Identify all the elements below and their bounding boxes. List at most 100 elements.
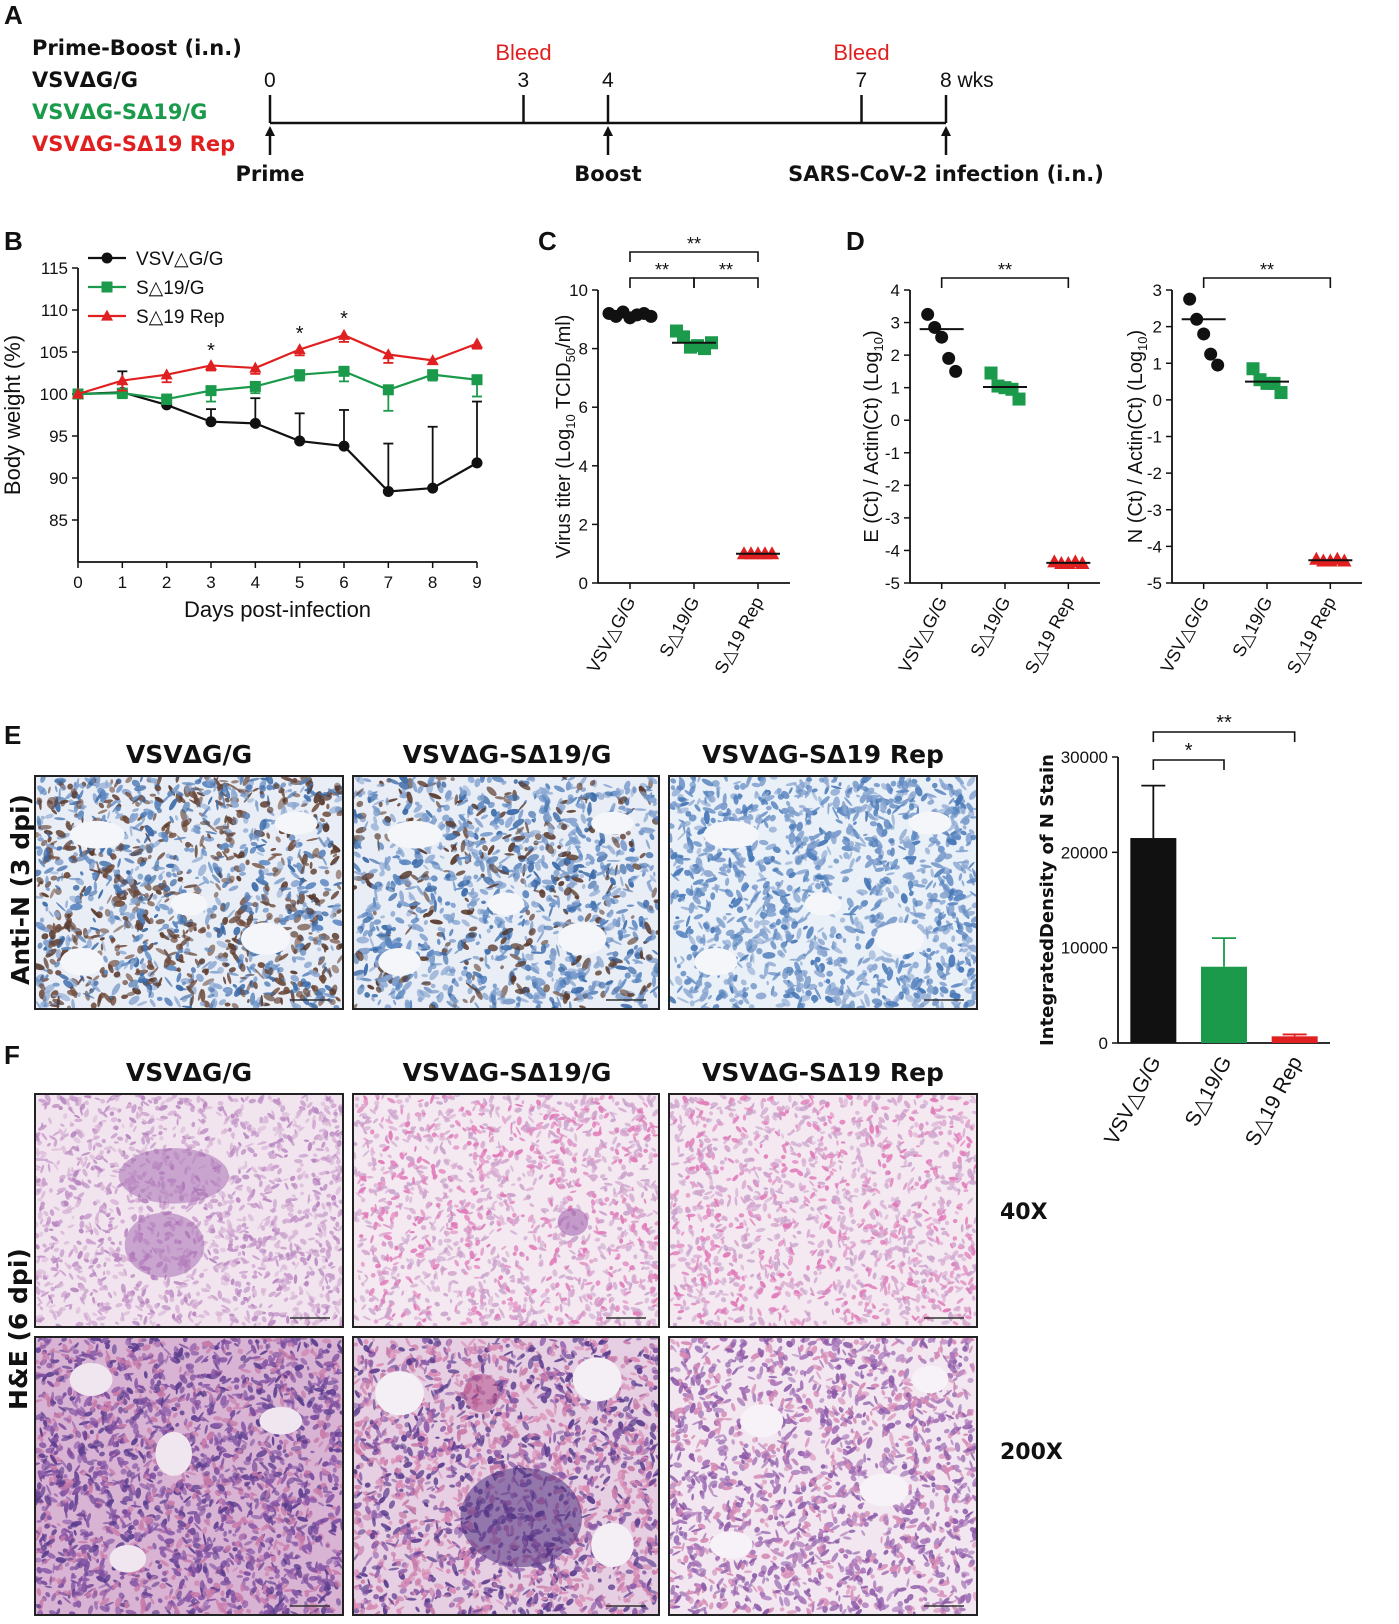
tissue-fiber — [410, 777, 418, 783]
tissue-fiber — [945, 920, 954, 930]
tissue-fiber — [47, 797, 56, 804]
tissue-fiber — [833, 960, 840, 967]
tissue-fiber — [186, 814, 191, 823]
tissue-fiber — [92, 793, 99, 805]
tissue-fiber — [838, 782, 842, 787]
tissue-fiber — [580, 834, 587, 839]
tissue-fiber — [504, 817, 513, 828]
tissue-fiber — [397, 802, 401, 807]
tissue-fiber — [525, 909, 531, 916]
tissue-fiber — [63, 871, 71, 879]
tissue-fiber — [164, 976, 173, 988]
tissue-fiber — [965, 832, 973, 845]
tissue-fiber — [330, 842, 341, 852]
tissue-fiber — [479, 957, 484, 962]
tissue-fiber — [848, 906, 852, 911]
tissue-fiber — [246, 1186, 252, 1194]
tissue-fiber — [37, 837, 44, 842]
data-point — [205, 385, 217, 397]
tissue-fiber — [161, 828, 166, 832]
tissue-fiber — [686, 848, 694, 854]
tissue-fiber — [926, 957, 929, 967]
tissue-fiber — [39, 892, 45, 897]
y-axis-label: Body weight (%) — [0, 335, 25, 495]
tissue-fiber — [106, 1149, 111, 1154]
tissue-fiber — [359, 977, 372, 982]
tissue-fiber — [697, 826, 708, 835]
tissue-fiber — [788, 787, 793, 794]
tissue-fiber — [297, 848, 301, 859]
data-point — [677, 330, 690, 344]
tissue-fiber — [625, 787, 631, 795]
tissue-fiber — [127, 921, 134, 930]
tissue-fiber — [494, 932, 504, 942]
tissue-fiber — [571, 987, 577, 993]
tissue-fiber — [467, 777, 475, 784]
tissue-fiber — [45, 906, 49, 912]
tissue-fiber — [694, 804, 701, 812]
tissue-fiber — [98, 889, 104, 899]
tissue-fiber — [842, 913, 857, 916]
tissue-fiber — [673, 919, 685, 925]
tissue-fiber — [830, 830, 842, 839]
tissue-fiber — [427, 965, 433, 974]
tissue-fiber — [261, 838, 268, 844]
tissue-fiber — [877, 848, 885, 857]
tissue-fiber — [128, 900, 142, 906]
tissue-fiber — [456, 855, 463, 866]
tissue-fiber — [339, 1316, 342, 1323]
tissue-fiber — [968, 807, 976, 811]
tissue-fiber — [750, 982, 758, 990]
tissue-fiber — [639, 829, 645, 835]
tissue-fiber — [808, 882, 815, 887]
tissue-fiber — [851, 990, 865, 997]
tissue-fiber — [313, 853, 323, 860]
tissue-fiber — [585, 861, 591, 866]
tissue-fiber — [258, 1180, 263, 1188]
tissue-fiber — [337, 1225, 342, 1232]
tissue-fiber — [175, 777, 180, 783]
tissue-fiber — [133, 956, 138, 965]
tissue-fiber — [237, 937, 243, 945]
tissue-fiber — [530, 830, 541, 834]
tissue-fiber — [463, 966, 468, 970]
tissue-fiber — [264, 884, 270, 892]
tissue-fiber — [504, 853, 515, 856]
tissue-fiber — [163, 956, 172, 968]
tissue-fiber — [776, 932, 783, 942]
tissue-fiber — [728, 857, 732, 869]
tissue-fiber — [569, 955, 574, 964]
tissue-fiber — [445, 820, 457, 828]
tissue-fiber — [36, 1270, 43, 1279]
significance-bracket — [629, 251, 759, 262]
tissue-fiber — [589, 779, 596, 786]
tissue-fiber — [535, 1003, 541, 1008]
tissue-fiber — [599, 909, 605, 915]
tissue-fiber — [596, 853, 608, 863]
tissue-fiber — [174, 996, 181, 1008]
tissue-fiber — [363, 820, 369, 832]
tissue-fiber — [241, 1321, 246, 1326]
tissue-fiber — [577, 915, 584, 922]
tissue-fiber — [599, 830, 606, 844]
tissue-fiber — [796, 982, 805, 990]
tissue-fiber — [222, 1109, 228, 1117]
tissue-fiber — [625, 830, 631, 836]
data-point — [161, 393, 173, 405]
tissue-fiber — [316, 935, 326, 943]
tissue-fiber — [368, 858, 381, 865]
tissue-fiber — [63, 1241, 70, 1245]
tissue-fiber — [429, 899, 435, 905]
tissue-fiber — [912, 961, 919, 969]
tissue-fiber — [213, 891, 219, 898]
tissue-fiber — [770, 801, 779, 810]
tissue-fiber — [695, 858, 703, 866]
tissue-fiber — [301, 907, 308, 921]
tissue-fiber — [593, 884, 600, 892]
tissue-fiber — [779, 908, 788, 916]
tissue-fiber — [226, 973, 232, 985]
tissue-fiber — [187, 1144, 196, 1149]
group-label-s19rep: VSVΔG-SΔ19 Rep — [32, 132, 235, 156]
airspace — [694, 947, 738, 976]
tissue-fiber — [110, 995, 117, 1006]
